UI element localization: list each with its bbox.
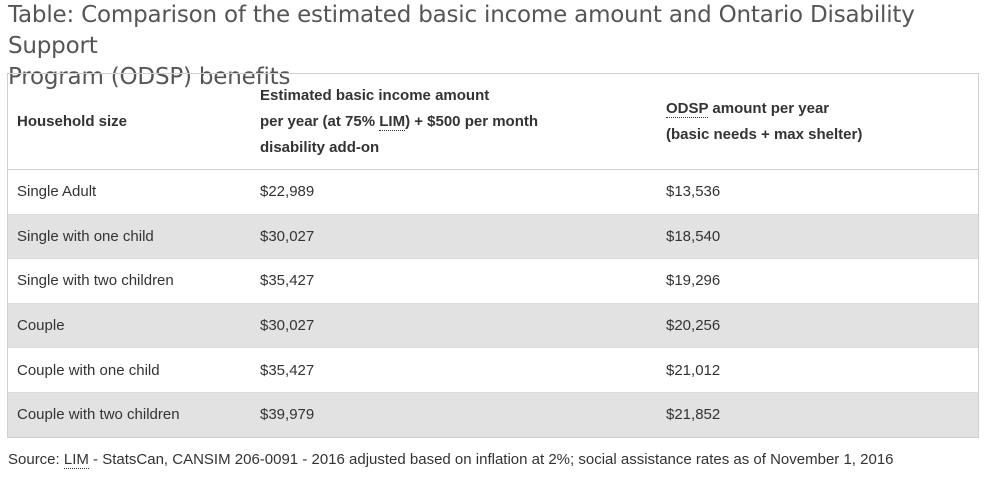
lim-abbreviation-source[interactable]: LIM xyxy=(63,451,89,469)
cell-household: Couple with two children xyxy=(8,392,251,437)
lim-abbreviation[interactable]: LIM xyxy=(379,112,406,131)
cell-household: Single with one child xyxy=(8,214,251,260)
table-row: Couple with two children $39,979 $21,852 xyxy=(8,392,978,437)
cell-household: Couple with one child xyxy=(8,347,251,393)
cell-household: Couple xyxy=(8,303,251,349)
header-basic-income-line-3: disability add-on xyxy=(260,138,380,156)
table-row: Couple $30,027 $20,256 xyxy=(8,303,978,349)
header-odsp-line-2: (basic needs + max shelter) xyxy=(666,125,863,143)
source-note: Source: LIM - StatsCan, CANSIM 206-0091 … xyxy=(8,451,894,469)
header-odsp-line-1: ODSP amount per year xyxy=(666,99,830,118)
header-odsp: ODSP amount per year (basic needs + max … xyxy=(657,74,978,170)
cell-odsp: $21,012 xyxy=(657,347,978,393)
cell-basic-income: $22,989 xyxy=(251,169,657,215)
cell-household: Single with two children xyxy=(8,258,251,304)
header-row: Household size Estimated basic income am… xyxy=(8,74,978,170)
header-basic-income-line-2: per year (at 75% LIM) + $500 per month xyxy=(260,112,539,131)
header-basic-income-line-1: Estimated basic income amount xyxy=(260,86,490,104)
comparison-table: Household size Estimated basic income am… xyxy=(7,73,979,438)
cell-basic-income: $35,427 xyxy=(251,258,657,304)
cell-basic-income: $39,979 xyxy=(251,392,657,437)
cell-odsp: $21,852 xyxy=(657,392,978,437)
data-table: Household size Estimated basic income am… xyxy=(8,74,978,437)
cell-basic-income: $35,427 xyxy=(251,347,657,393)
cell-odsp: $13,536 xyxy=(657,169,978,215)
cell-odsp: $19,296 xyxy=(657,258,978,304)
table-row: Single with two children $35,427 $19,296 xyxy=(8,258,978,304)
table-row: Couple with one child $35,427 $21,012 xyxy=(8,347,978,393)
cell-odsp: $18,540 xyxy=(657,214,978,260)
cell-household: Single Adult xyxy=(8,169,251,215)
table-row: Single Adult $22,989 $13,536 xyxy=(8,169,978,215)
odsp-abbreviation[interactable]: ODSP xyxy=(666,99,709,118)
caption-line-1: Table: Comparison of the estimated basic… xyxy=(8,2,915,59)
cell-basic-income: $30,027 xyxy=(251,214,657,260)
cell-basic-income: $30,027 xyxy=(251,303,657,349)
cell-odsp: $20,256 xyxy=(657,303,978,349)
table-row: Single with one child $30,027 $18,540 xyxy=(8,214,978,260)
header-household-size: Household size xyxy=(8,74,251,170)
header-basic-income: Estimated basic income amount per year (… xyxy=(251,74,657,170)
